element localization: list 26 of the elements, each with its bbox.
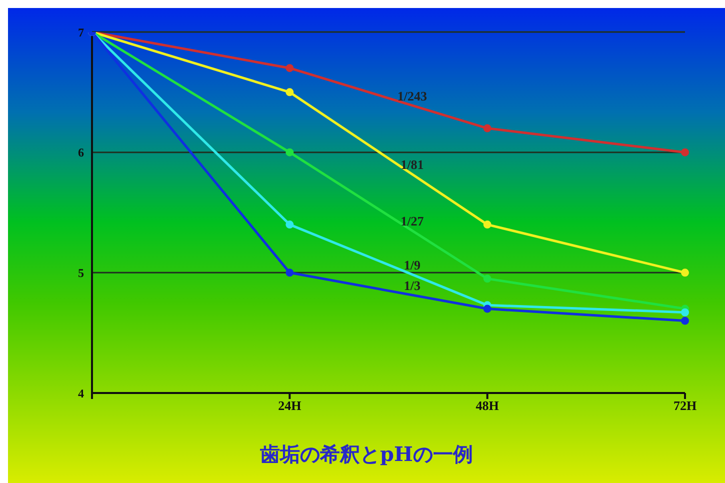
point (681, 308, 689, 316)
series-label: 1/243 (397, 88, 428, 104)
x-tick-label: 48H (476, 398, 499, 414)
y-tick-label: 5 (78, 266, 84, 280)
point (286, 148, 294, 156)
point (681, 268, 689, 277)
y-tick-label: 7 (78, 25, 84, 40)
series-label: 1/9 (404, 258, 422, 273)
point (286, 268, 294, 277)
point (681, 316, 689, 325)
point (681, 148, 689, 156)
series-label: 1/3 (404, 278, 422, 294)
x-tick-label: 24H (278, 398, 302, 414)
point (483, 124, 492, 132)
y-tick-label: 4 (78, 386, 84, 400)
y-tick-label: 6 (78, 146, 84, 160)
point (286, 88, 294, 96)
point (286, 220, 294, 229)
point (483, 274, 492, 283)
point (483, 304, 492, 313)
text: 歯垢の希釈とpHの一例 (259, 441, 474, 468)
series-label: 1/81 (400, 157, 424, 172)
x-tick-label: 72H (673, 398, 697, 414)
series-label: 1/27 (400, 214, 424, 229)
point (286, 64, 294, 72)
point (483, 220, 492, 229)
